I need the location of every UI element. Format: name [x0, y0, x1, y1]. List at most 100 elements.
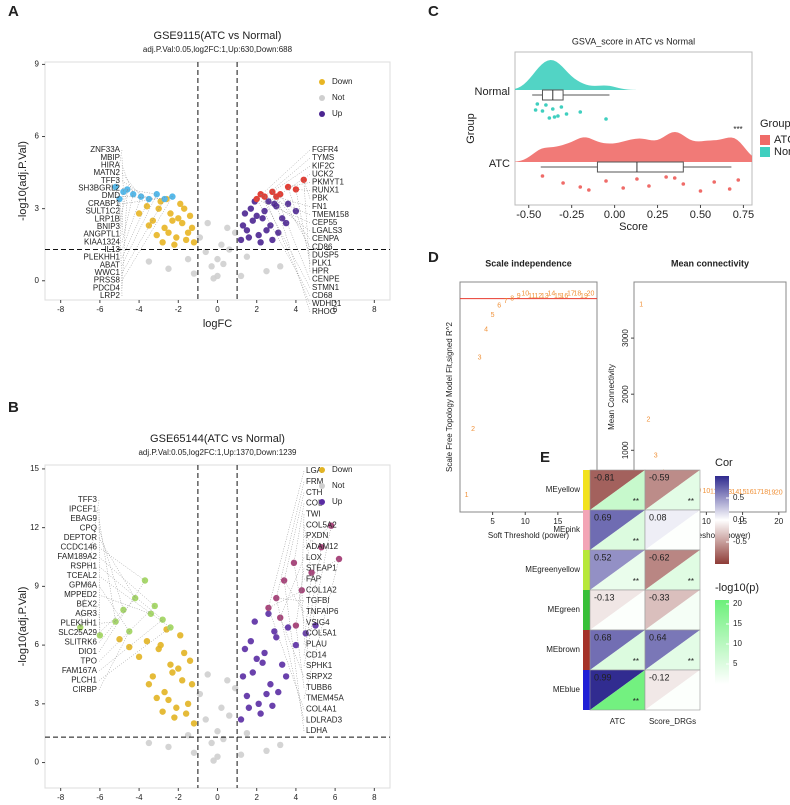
- point: [698, 189, 703, 193]
- point: [241, 645, 249, 653]
- gene-label: FAM189A2: [57, 552, 97, 561]
- point: [578, 185, 583, 189]
- point-label: 16: [560, 293, 568, 300]
- gene-label: CCDC146: [61, 543, 98, 552]
- gene-label: IL13: [104, 245, 120, 254]
- y-axis-label: Group: [465, 113, 477, 144]
- p-cell: [590, 630, 645, 670]
- point-label: 12: [534, 293, 542, 300]
- leader-line: [276, 597, 305, 602]
- annotation: ***: [733, 125, 742, 134]
- cor-label: -0.62: [649, 552, 670, 562]
- point: [263, 227, 270, 234]
- point: [165, 229, 172, 236]
- point-label: 16: [746, 489, 754, 496]
- row-label: MEbrown: [546, 645, 580, 654]
- leader-line: [121, 196, 142, 250]
- gene-label: PKMYT1: [312, 178, 345, 187]
- gene-label: VSIG4: [306, 618, 330, 627]
- point: [184, 229, 192, 236]
- leader-line: [268, 589, 305, 609]
- gene-label: TYMS: [312, 153, 334, 162]
- leader-line: [303, 535, 322, 548]
- point: [263, 747, 270, 755]
- gene-label: STMN1: [312, 283, 340, 292]
- point: [145, 681, 153, 688]
- leader-line: [98, 627, 171, 681]
- x-tick-label: 6: [333, 793, 338, 800]
- leader-line: [272, 191, 311, 313]
- point-label: 3: [654, 453, 658, 460]
- leader-line: [264, 196, 311, 232]
- legend-label: Up: [332, 497, 343, 506]
- chart-title: GSVA_score in ATC vs Normal: [572, 36, 695, 46]
- x-tick-label: -0.25: [559, 209, 584, 221]
- point: [202, 716, 209, 723]
- chart-title: Scale independence: [485, 258, 572, 268]
- point: [210, 757, 217, 764]
- gene-label: RHOG: [312, 307, 336, 316]
- point: [284, 624, 292, 631]
- point: [277, 263, 284, 270]
- gene-label: COL5A2: [306, 520, 337, 529]
- leader-line: [98, 575, 171, 628]
- gene-label: TMEM158: [312, 210, 349, 219]
- colorbar: [715, 476, 729, 564]
- gene-label: TWI: [306, 509, 321, 518]
- y-axis-label: Mean Connectivity: [607, 364, 616, 430]
- module-color: [583, 470, 590, 510]
- chart-subtitle: adj.P.Val:0.05,log2FC:1,Up:630,Down:688: [143, 45, 293, 54]
- cor-label: -0.33: [649, 592, 670, 602]
- point: [239, 673, 247, 680]
- p-cell: [590, 510, 645, 550]
- x-tick-label: -2: [175, 793, 183, 800]
- x-tick-label: 10: [521, 517, 530, 526]
- leader-line: [121, 198, 150, 258]
- x-tick-label: 20: [774, 517, 783, 526]
- colorbar: [715, 600, 729, 684]
- point: [273, 634, 280, 641]
- point: [278, 215, 286, 222]
- point: [249, 217, 256, 224]
- gene-label: KIAA1324: [84, 237, 121, 246]
- gene-label: PLEKHH1: [84, 253, 121, 262]
- panel-letter: A: [8, 3, 19, 20]
- gene-label: COL: [306, 499, 323, 508]
- point-label: 2: [647, 416, 651, 423]
- point: [247, 205, 255, 212]
- leader-line: [121, 194, 134, 243]
- leader-line: [98, 613, 101, 636]
- point: [604, 179, 608, 183]
- gene-label: SRPX2: [306, 672, 333, 681]
- gene-label: COL4A1: [306, 704, 337, 713]
- leader-line: [121, 196, 173, 205]
- p-cell: [590, 670, 645, 710]
- point-label: 19: [580, 293, 588, 300]
- x-tick-label: -8: [57, 793, 65, 800]
- leader-line: [121, 180, 150, 200]
- x-tick-label: 15: [738, 517, 747, 526]
- module-color: [583, 510, 590, 550]
- legend-swatch: [760, 147, 770, 157]
- gene-label: BEX2: [77, 600, 98, 609]
- x-tick-label: 6: [333, 305, 338, 314]
- chart-subtitle: adj.P.Val:0.05,log2FC:1,Up:1370,Down:123…: [138, 448, 297, 457]
- module-color: [583, 630, 590, 670]
- point: [135, 210, 143, 217]
- point: [292, 207, 300, 215]
- point: [214, 255, 221, 263]
- leader-line: [119, 199, 123, 297]
- legend-label: Not: [332, 93, 345, 102]
- cor-label: -0.13: [594, 592, 615, 602]
- p-cell: [645, 590, 700, 630]
- colorbar-label: 5: [733, 659, 738, 668]
- gene-label: MBIP: [100, 153, 120, 162]
- x-tick-label: 8: [372, 793, 377, 800]
- legend-title: Cor: [715, 457, 733, 469]
- legend-title: -log10(p): [715, 582, 759, 594]
- x-tick-label: -8: [57, 305, 65, 314]
- highlight-point: [280, 577, 288, 584]
- point: [167, 210, 174, 217]
- point: [275, 229, 282, 236]
- gene-label: EBAG9: [70, 514, 97, 523]
